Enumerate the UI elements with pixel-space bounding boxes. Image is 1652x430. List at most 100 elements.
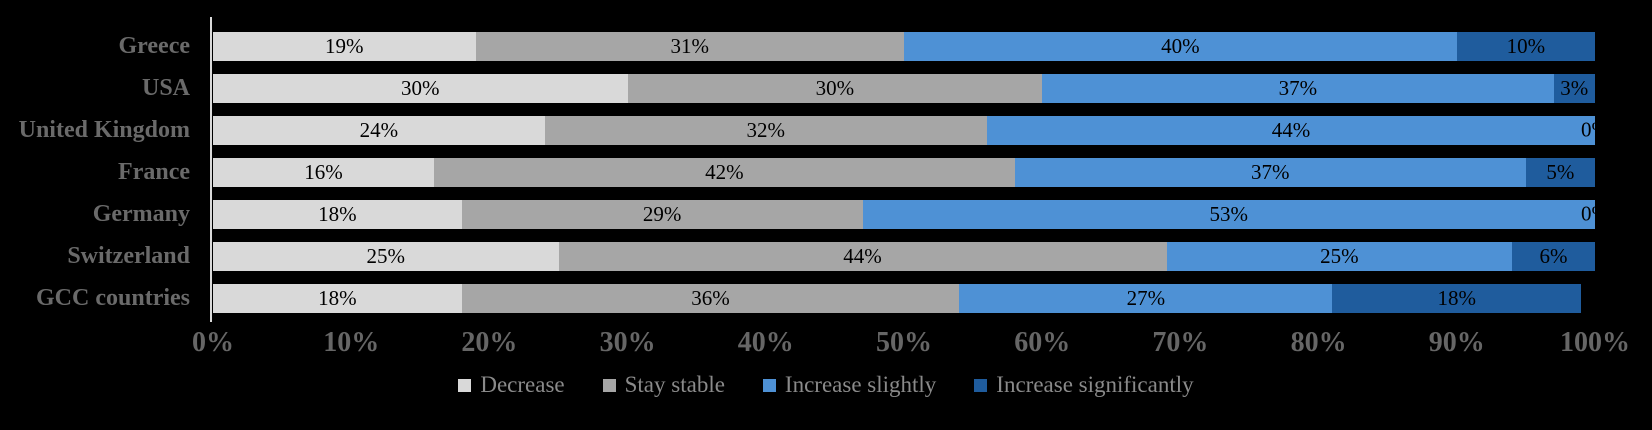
- value-label: 37%: [1250, 159, 1290, 184]
- bar-segment-stay-stable: 44%: [558, 241, 1167, 271]
- legend-swatch-icon: [458, 378, 472, 392]
- bar-segment-increase-slightly: 53%: [862, 199, 1595, 229]
- bar-segment-increase-significantly: 5%: [1525, 157, 1595, 187]
- value-label: 44%: [1271, 117, 1311, 142]
- legend-item-increase-slightly: Increase slightly: [762, 372, 937, 398]
- value-label: 10%: [1506, 33, 1546, 58]
- bar-segment-decrease: 18%: [213, 283, 462, 313]
- bar-segment-increase-significantly: 18%: [1332, 283, 1582, 313]
- bar-track: 18% 36% 27% 18%: [213, 283, 1595, 313]
- value-label: 24%: [359, 117, 399, 142]
- bar-track: 16% 42% 37% 5%: [213, 157, 1595, 187]
- value-label: 42%: [705, 159, 744, 184]
- value-label: 3%: [1560, 75, 1589, 100]
- bar-row-united-kingdom: United Kingdom 24% 32% 44% 0%: [0, 109, 1652, 151]
- x-tick-label: 40%: [737, 327, 794, 358]
- bar-segment-increase-slightly: 25%: [1166, 241, 1513, 271]
- x-tick-label: 90%: [1428, 327, 1485, 358]
- value-label: 36%: [691, 285, 730, 310]
- bar-segment-stay-stable: 31%: [475, 31, 904, 61]
- value-label: 32%: [746, 117, 786, 142]
- bar-segment-decrease: 19%: [213, 31, 476, 61]
- value-label: 37%: [1278, 75, 1318, 100]
- bar-row-germany: Germany 18% 29% 53% 0%: [0, 193, 1652, 235]
- bar-segment-stay-stable: 32%: [544, 115, 987, 145]
- x-axis-ticks: 0% 10% 20% 30% 40% 50% 60% 70% 80% 90% 100%: [192, 327, 1630, 363]
- legend-swatch-icon: [602, 378, 616, 392]
- bar-segment-decrease: 30%: [213, 73, 628, 103]
- bar-track: 25% 44% 25% 6%: [213, 241, 1595, 271]
- bar-segment-stay-stable: 29%: [461, 199, 863, 229]
- y-axis-line: [210, 17, 212, 322]
- legend-item-increase-significantly: Increase significantly: [974, 372, 1194, 398]
- x-tick-label: 10%: [323, 327, 380, 358]
- bar-segment-increase-significantly: 10%: [1456, 31, 1595, 61]
- x-tick-label: 80%: [1290, 327, 1347, 358]
- bar-segment-increase-slightly: 40%: [903, 31, 1457, 61]
- bar-segment-decrease: 25%: [213, 241, 559, 271]
- bar-segment-stay-stable: 42%: [434, 157, 1015, 187]
- bar-row-switzerland: Switzerland 25% 44% 25% 6%: [0, 235, 1652, 277]
- value-label: 19%: [325, 33, 364, 58]
- bar-track: 24% 32% 44% 0%: [213, 115, 1595, 145]
- category-label: France: [118, 158, 190, 185]
- bar-segment-stay-stable: 30%: [627, 73, 1043, 103]
- value-label: 18%: [318, 201, 357, 226]
- value-label: 18%: [1437, 285, 1477, 310]
- value-label: 29%: [642, 201, 682, 226]
- bar-row-greece: Greece 19% 31% 40% 10%: [0, 25, 1652, 67]
- value-label: 16%: [304, 159, 343, 184]
- bar-segment-increase-slightly: 27%: [959, 283, 1333, 313]
- x-tick-label: 60%: [1014, 327, 1071, 358]
- x-tick-label: 30%: [599, 327, 656, 358]
- category-label: United Kingdom: [18, 116, 190, 143]
- value-label: 25%: [366, 243, 406, 268]
- bar-track: 30% 30% 37% 3%: [213, 73, 1595, 103]
- legend-item-stay-stable: Stay stable: [602, 372, 725, 398]
- x-tick-label: 50%: [876, 327, 932, 358]
- bar-row-usa: USA 30% 30% 37% 3%: [0, 67, 1652, 109]
- value-label: 25%: [1320, 243, 1359, 268]
- x-tick-label: 70%: [1152, 327, 1209, 358]
- value-label: 40%: [1161, 33, 1200, 58]
- bar-segment-increase-significantly: 6%: [1512, 241, 1595, 271]
- bar-row-france: France 16% 42% 37% 5%: [0, 151, 1652, 193]
- value-label: 53%: [1209, 201, 1248, 226]
- x-tick-label: 100%: [1560, 327, 1630, 358]
- value-label: 27%: [1126, 285, 1166, 310]
- bar-segment-increase-slightly: 44%: [986, 115, 1595, 145]
- legend-label: Decrease: [480, 372, 565, 397]
- value-label-zero: 0%: [1581, 117, 1595, 142]
- bar-segment-increase-significantly: 3%: [1553, 73, 1595, 103]
- x-tick-label: 0%: [192, 327, 234, 358]
- bar-segment-increase-slightly: 37%: [1014, 157, 1526, 187]
- category-label: USA: [141, 74, 190, 101]
- value-label: 30%: [815, 75, 855, 100]
- bar-track: 18% 29% 53% 0%: [213, 199, 1595, 229]
- category-label: GCC countries: [36, 284, 190, 311]
- value-label: 6%: [1539, 243, 1568, 268]
- bar-segment-increase-slightly: 37%: [1042, 73, 1554, 103]
- legend-item-decrease: Decrease: [458, 372, 565, 398]
- bar-segment-decrease: 16%: [213, 157, 435, 187]
- legend-swatch-icon: [762, 378, 776, 392]
- value-label: 18%: [318, 285, 357, 310]
- x-tick-label: 20%: [461, 327, 518, 358]
- category-label: Greece: [118, 32, 191, 59]
- value-label: 5%: [1546, 159, 1575, 184]
- bar-segment-decrease: 24%: [213, 115, 545, 145]
- bar-track: 19% 31% 40% 10%: [213, 31, 1595, 61]
- legend-label: Increase significantly: [996, 372, 1194, 397]
- category-label: Germany: [92, 200, 190, 227]
- value-label-zero: 0%: [1581, 201, 1595, 226]
- bar-segment-stay-stable: 36%: [461, 283, 960, 313]
- value-label: 44%: [843, 243, 882, 268]
- chart-legend: Decrease Stay stable Increase slightly Incr…: [0, 372, 1652, 398]
- plot-rows: Greece 19% 31% 40% 10% USA 30% 30% 37% 3% United K…: [0, 25, 1652, 319]
- bar-row-gcc-countries: GCC countries 18% 36% 27% 18%: [0, 277, 1652, 319]
- legend-swatch-icon: [974, 378, 988, 392]
- category-label: Switzerland: [67, 242, 190, 269]
- value-label: 31%: [670, 33, 710, 58]
- legend-label: Increase slightly: [784, 372, 937, 397]
